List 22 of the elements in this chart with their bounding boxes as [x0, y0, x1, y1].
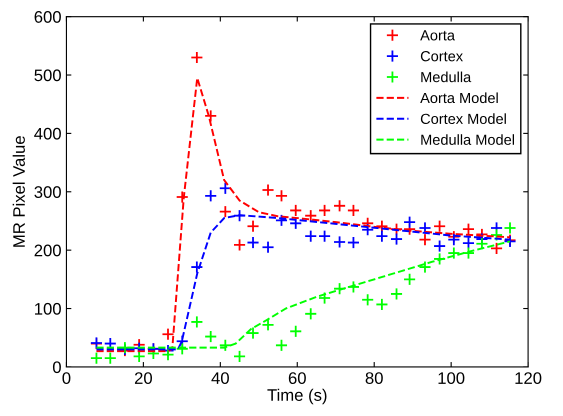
legend-label: Cortex: [420, 51, 463, 62]
legend-label: Cortex Model: [420, 113, 506, 124]
x-tick-label: 60: [288, 372, 306, 384]
x-tick-label: 80: [366, 372, 383, 384]
x-tick-label: 100: [438, 372, 464, 384]
y-tick-label: 500: [34, 69, 61, 82]
y-axis-title: MR Pixel Value: [12, 136, 25, 247]
legend-label: Medulla: [421, 72, 472, 82]
x-tick-label: 40: [211, 372, 229, 384]
x-axis-title: Time (s): [267, 388, 326, 404]
legend-label: Aorta Model: [420, 92, 498, 104]
y-tick-label: 200: [34, 244, 61, 256]
legend-label: Aorta: [420, 30, 455, 40]
x-tick-label: 120: [515, 372, 542, 384]
x-tick-label: 0: [62, 372, 70, 384]
y-tick-label: 400: [34, 128, 61, 140]
legend-label: Medulla Model: [421, 134, 514, 145]
x-tick-label: 20: [134, 372, 152, 384]
y-tick-label: 0: [52, 361, 61, 374]
y-tick-label: 100: [35, 302, 61, 315]
y-tick-label: 300: [34, 186, 61, 198]
y-tick-label: 600: [34, 11, 61, 23]
